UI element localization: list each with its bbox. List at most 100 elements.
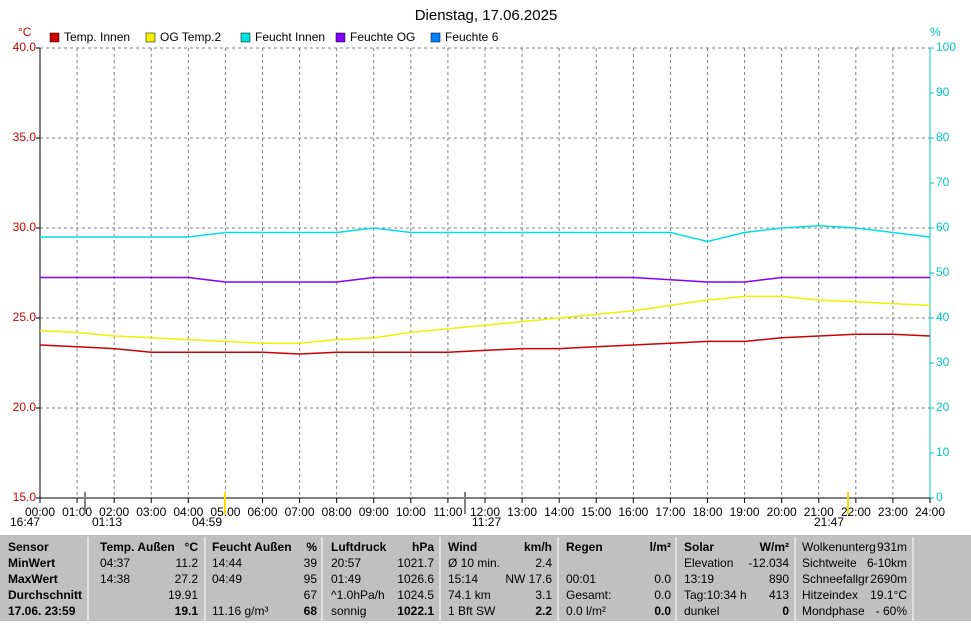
table-cell: Hitzeindex <box>802 588 858 602</box>
y-tick-label: 35.0 <box>13 130 37 144</box>
table-cell: Sensor <box>8 540 49 554</box>
table-cell: 2.2 <box>535 604 552 618</box>
table-cell: 04:37 <box>100 556 130 570</box>
series-line <box>39 333 931 355</box>
x-tick-label: 11:00 <box>433 505 462 519</box>
x-tick-label: 08:00 <box>322 505 352 519</box>
table-cell: 14:38 <box>100 572 130 586</box>
table-cell: sonnig <box>331 604 366 618</box>
x-tick-label: 00:00 <box>25 505 55 519</box>
x-tick-label: 02:00 <box>99 505 129 519</box>
table-cell: °C <box>185 540 199 554</box>
x-tick-label: 23:00 <box>878 505 908 519</box>
x-tick-label: 15:00 <box>581 505 611 519</box>
event-label: 16:47 <box>10 515 40 529</box>
x-tick-label: 19:00 <box>730 505 760 519</box>
table-cell: 0.0 <box>654 604 671 618</box>
legend-swatch <box>240 32 251 43</box>
table-cell: 14:44 <box>212 556 242 570</box>
chart-title: Dienstag, 17.06.2025 <box>415 7 558 24</box>
x-tick-label: 03:00 <box>136 505 166 519</box>
legend-swatch <box>430 32 441 43</box>
table-cell: MinWert <box>8 556 55 570</box>
table-cell: Tag:10:34 h <box>684 588 747 602</box>
table-cell: 11.2 <box>176 556 199 570</box>
table-cell: Solar <box>684 540 714 554</box>
table-cell: dunkel <box>684 604 719 618</box>
table-cell: 04:49 <box>212 572 242 586</box>
y-unit: °C <box>18 25 32 39</box>
table-cell: 01:49 <box>331 572 361 586</box>
table-cell: 19.1 <box>175 604 199 618</box>
x-tick-label: 21:00 <box>804 505 834 519</box>
x-tick-label: 17:00 <box>655 505 685 519</box>
event-label: 21:47 <box>814 515 844 529</box>
legend-label: Temp. Innen <box>64 30 130 44</box>
table-cell: 0.0 l/m² <box>566 604 606 618</box>
table-cell: 6-10km <box>867 556 907 570</box>
table-cell: 1 Bft SW <box>448 604 496 618</box>
table-cell: Durchschnitt <box>8 588 82 602</box>
table-cell: 2.4 <box>535 556 552 570</box>
table-cell: 74.1 km <box>448 588 491 602</box>
table-cell: 19.91 <box>168 588 198 602</box>
table-cell: Wind <box>448 540 477 554</box>
event-label: 01:13 <box>92 515 122 529</box>
table-cell: Feucht Außen <box>212 540 292 554</box>
table-cell: 931m <box>877 540 907 554</box>
y2-unit: % <box>930 25 941 39</box>
table-cell: Luftdruck <box>331 540 387 554</box>
event-label: 04:59 <box>192 515 222 529</box>
table-cell: W/m² <box>760 540 789 554</box>
y-tick-label: 25.0 <box>13 310 37 324</box>
table-cell: 0 <box>782 604 789 618</box>
table-cell: 68 <box>304 604 318 618</box>
table-cell: Wolkenunterg <box>802 540 876 554</box>
table-cell: ^1.0hPa/h <box>331 588 385 602</box>
x-tick-label: 04:00 <box>173 505 203 519</box>
x-tick-label: 14:00 <box>544 505 574 519</box>
x-tick-label: 16:00 <box>618 505 648 519</box>
table-cell: 3.1 <box>535 588 552 602</box>
table-cell: 1021.7 <box>397 556 434 570</box>
x-tick-label: 01:00 <box>62 505 92 519</box>
legend-label: Feuchte 6 <box>445 30 499 44</box>
table-cell: 39 <box>304 556 318 570</box>
table-cell: NW 17.6 <box>505 572 552 586</box>
table-cell: 67 <box>304 588 318 602</box>
table-cell: Elevation <box>684 556 733 570</box>
x-tick-label: 18:00 <box>692 505 722 519</box>
table-cell: 27.2 <box>175 572 199 586</box>
table-cell: 95 <box>304 572 318 586</box>
table-cell: Regen <box>566 540 603 554</box>
y2-tick-label: 90 <box>936 85 950 99</box>
x-tick-label: 10:00 <box>396 505 426 519</box>
table-cell: l/m² <box>650 540 671 554</box>
legend-label: Feuchte OG <box>350 30 415 44</box>
table-cell: 0.0 <box>654 588 671 602</box>
legend-label: Feucht Innen <box>255 30 325 44</box>
table-cell: Gesamt: <box>566 588 611 602</box>
table-background <box>0 535 971 621</box>
series-line <box>39 295 931 344</box>
table-cell: 890 <box>769 572 789 586</box>
y2-tick-label: 40 <box>936 310 950 324</box>
legend-swatch <box>49 32 60 43</box>
y-tick-label: 30.0 <box>13 220 37 234</box>
table-cell: 11.16 g/m³ <box>212 604 268 618</box>
table-cell: Mondphase <box>802 604 865 618</box>
y-tick-label: 20.0 <box>13 400 37 414</box>
y2-tick-label: 30 <box>936 355 950 369</box>
table-cell: 413 <box>769 588 789 602</box>
table-cell: - 60% <box>876 604 908 618</box>
x-tick-label: 07:00 <box>285 505 315 519</box>
x-tick-label: 09:00 <box>359 505 389 519</box>
table-cell: Sichtweite <box>802 556 857 570</box>
table-cell: km/h <box>524 540 552 554</box>
legend-label: OG Temp.2 <box>160 30 221 44</box>
series-line <box>40 224 931 243</box>
table-cell: Temp. Außen <box>100 540 175 554</box>
table-cell: % <box>306 540 317 554</box>
